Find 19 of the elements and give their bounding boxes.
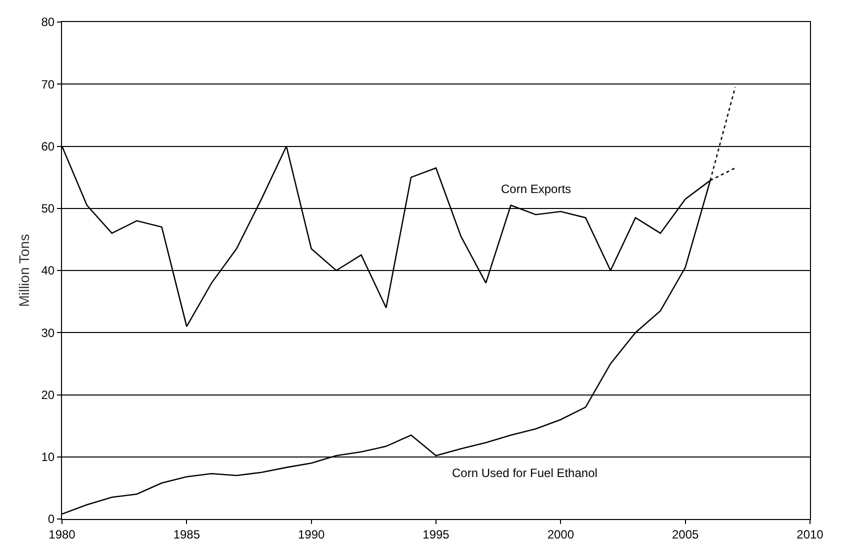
y-tick-label: 60 [41,139,55,154]
x-tick-label: 1995 [422,527,450,542]
y-tick-label: 30 [41,326,55,340]
y-tick-label: 0 [48,512,55,526]
series-label: Corn Used for Fuel Ethanol [452,466,598,480]
series-label: Corn Exports [501,182,572,196]
y-tick-label: 40 [41,264,55,278]
x-tick-label: 1985 [173,527,200,542]
x-tick-label: 1980 [48,527,76,542]
y-tick-label: 70 [41,77,55,92]
x-tick-label: 2005 [672,527,699,542]
x-tick-label: 2000 [547,527,574,542]
y-tick-label: 10 [41,450,55,464]
y-tick-label: 20 [41,388,55,402]
y-tick-label: 50 [41,202,55,216]
y-tick-label: 80 [41,15,55,30]
x-tick-label: 1990 [298,527,325,542]
x-tick-label: 2010 [796,527,824,542]
y-axis-title: Million Tons [16,234,32,307]
